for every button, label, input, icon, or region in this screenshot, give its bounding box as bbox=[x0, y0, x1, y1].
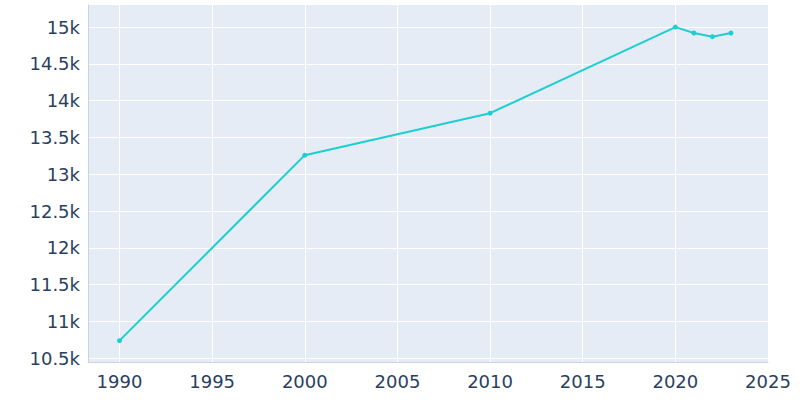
svg-text:1995: 1995 bbox=[189, 371, 235, 392]
svg-text:12k: 12k bbox=[47, 237, 81, 258]
svg-text:10.5k: 10.5k bbox=[29, 348, 80, 369]
svg-text:2010: 2010 bbox=[467, 371, 513, 392]
svg-text:14k: 14k bbox=[47, 90, 81, 111]
svg-text:2005: 2005 bbox=[375, 371, 421, 392]
svg-text:2020: 2020 bbox=[652, 371, 698, 392]
svg-text:2000: 2000 bbox=[282, 371, 328, 392]
svg-text:2025: 2025 bbox=[745, 371, 791, 392]
svg-text:11k: 11k bbox=[47, 311, 81, 332]
svg-text:13.5k: 13.5k bbox=[29, 127, 80, 148]
svg-text:2015: 2015 bbox=[560, 371, 606, 392]
svg-text:13k: 13k bbox=[47, 164, 81, 185]
svg-text:1990: 1990 bbox=[97, 371, 143, 392]
svg-text:11.5k: 11.5k bbox=[29, 274, 80, 295]
svg-text:14.5k: 14.5k bbox=[29, 53, 80, 74]
svg-text:12.5k: 12.5k bbox=[29, 201, 80, 222]
svg-text:15k: 15k bbox=[47, 17, 81, 38]
